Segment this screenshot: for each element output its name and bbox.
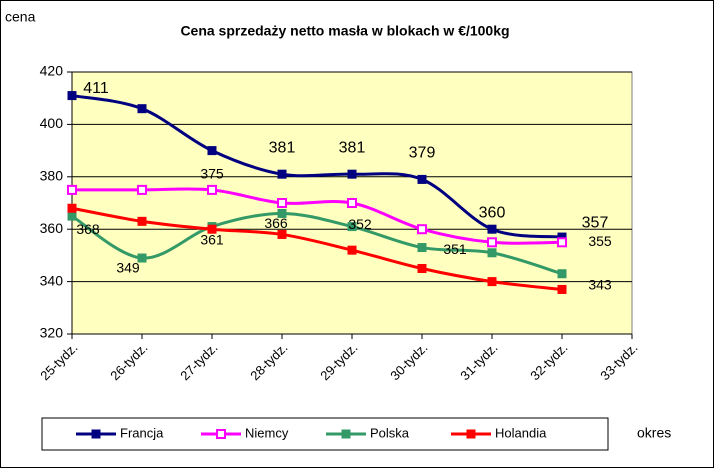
legend-label: Polska (370, 425, 410, 440)
marker (417, 264, 427, 273)
x-axis-label: okres (637, 425, 671, 441)
data-label: 368 (76, 221, 100, 237)
legend-marker (91, 429, 101, 439)
data-label: 355 (588, 233, 612, 249)
legend-box (41, 417, 609, 451)
y-tick-label: 420 (40, 63, 64, 79)
marker (207, 146, 217, 156)
data-label: 379 (409, 145, 436, 162)
marker (487, 237, 497, 248)
marker (137, 104, 147, 114)
marker (347, 222, 357, 232)
y-tick-label: 380 (40, 168, 64, 184)
y-axis-label: cena (5, 9, 36, 25)
marker (67, 203, 77, 213)
marker (347, 245, 357, 255)
marker (487, 277, 497, 287)
data-label: 351 (443, 241, 467, 257)
marker (557, 269, 567, 279)
legend-label: Niemcy (245, 425, 289, 440)
marker (557, 237, 567, 248)
data-label: 349 (116, 260, 140, 276)
data-label: 375 (200, 166, 224, 182)
legend-marker (341, 429, 351, 439)
marker (277, 198, 287, 208)
marker (67, 91, 77, 101)
series-line (71, 94, 563, 239)
marker (417, 224, 427, 235)
legend-label: Holandia (495, 425, 547, 440)
marker (137, 253, 147, 263)
marker (137, 184, 147, 195)
y-tick-label: 360 (40, 220, 64, 236)
legend-marker (216, 429, 226, 439)
marker (417, 174, 427, 184)
marker (207, 184, 217, 195)
marker (207, 224, 217, 234)
marker (277, 229, 287, 239)
marker (347, 198, 357, 208)
data-label: 366 (264, 215, 288, 231)
marker (487, 224, 497, 234)
series-line (71, 187, 563, 245)
marker (557, 284, 567, 294)
marker (487, 248, 497, 258)
series-line (71, 206, 563, 291)
data-label: 352 (348, 216, 372, 232)
legend-label: Francja (120, 425, 164, 440)
data-label: 343 (588, 276, 612, 292)
marker (67, 184, 77, 195)
y-tick-label: 340 (40, 272, 64, 288)
data-label: 381 (339, 139, 366, 156)
data-label: 381 (269, 139, 296, 156)
marker (137, 216, 147, 226)
y-tick-label: 400 (40, 115, 64, 131)
legend-marker (466, 429, 476, 439)
data-label: 357 (582, 214, 609, 231)
data-label: 361 (200, 231, 224, 247)
data-label: 360 (479, 204, 506, 221)
marker (417, 243, 427, 253)
data-label: 411 (83, 80, 109, 97)
marker (277, 208, 287, 218)
y-tick-label: 320 (40, 325, 64, 341)
marker (347, 169, 357, 179)
marker (277, 169, 287, 179)
chart-title: Cena sprzedaży netto masła w blokach w €… (180, 23, 509, 39)
marker (67, 211, 77, 221)
